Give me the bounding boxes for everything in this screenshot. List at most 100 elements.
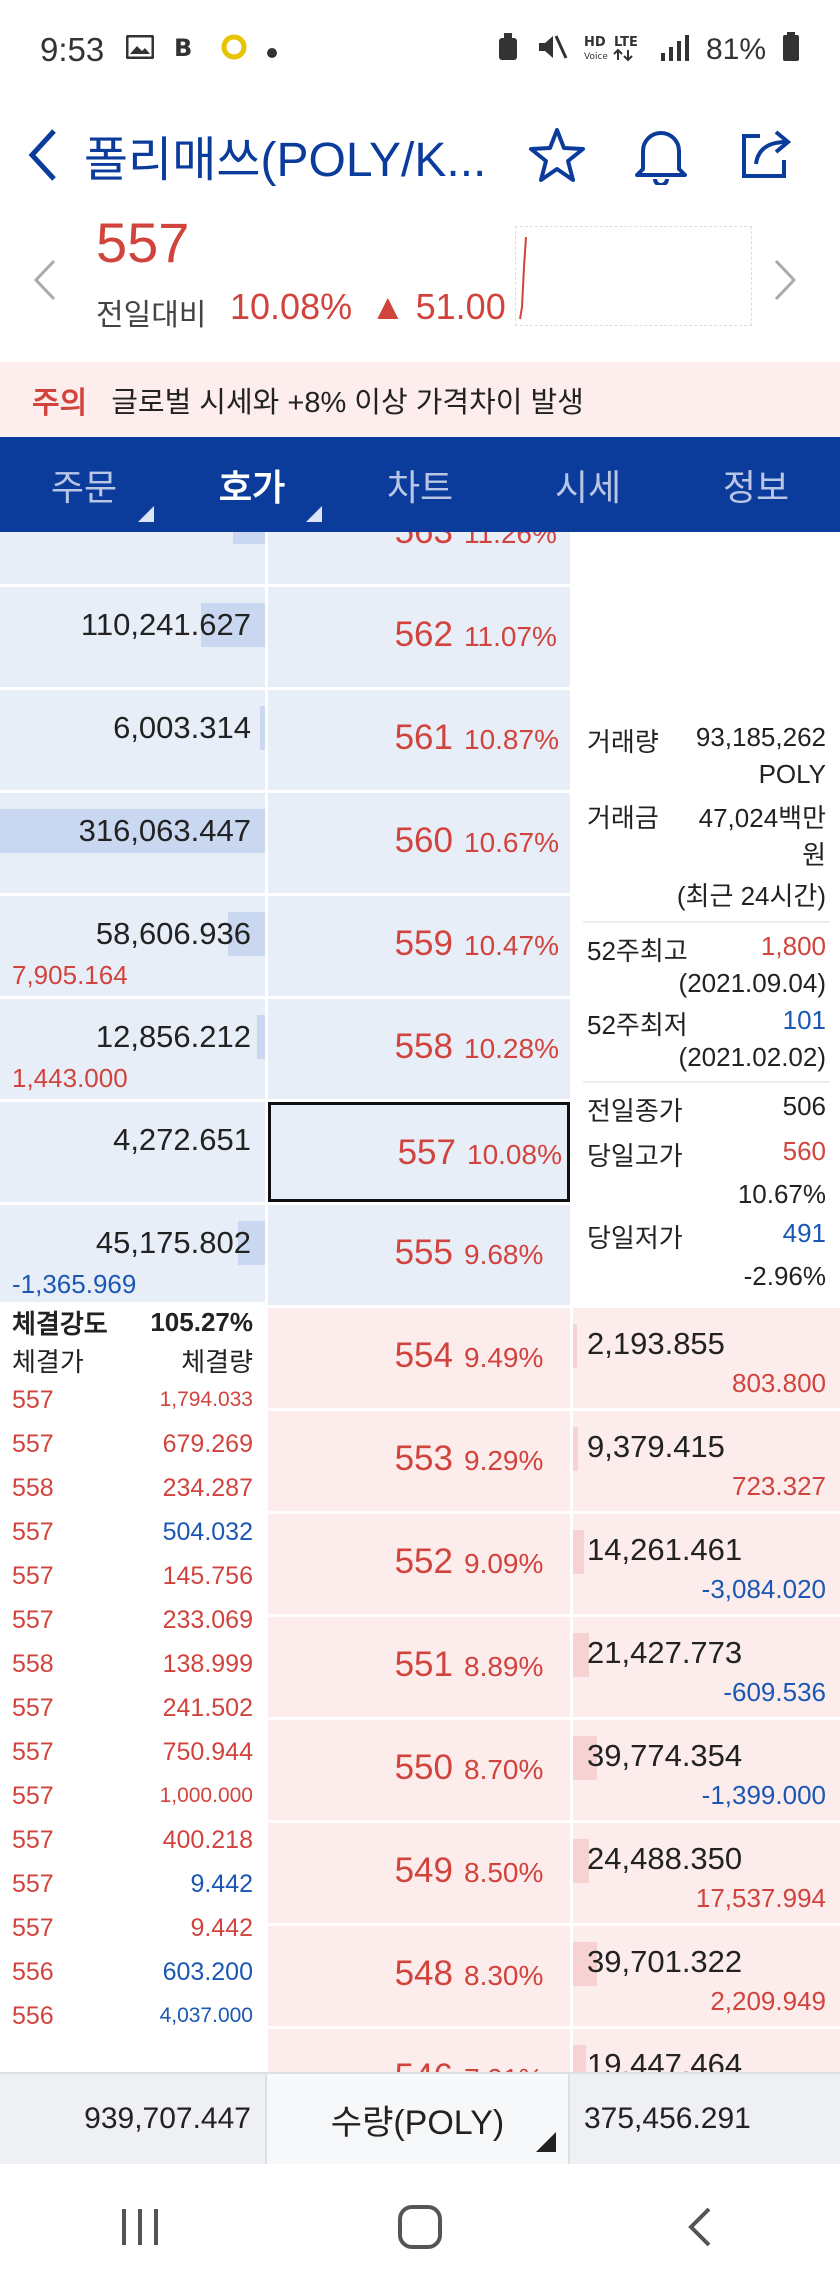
ask-price: 555 (394, 1233, 453, 1272)
ask-price-cell[interactable]: 563 11.26% (268, 532, 570, 584)
ask-volume-cell[interactable]: 316,063.447 (0, 793, 265, 893)
bid-row[interactable]: 553 9.29% 9,379.415 723.327 (0, 1411, 840, 1514)
bid-price-cell[interactable]: 546 7.91% (268, 2029, 570, 2072)
trade-row: 557 400.218 (0, 1818, 265, 1862)
next-coin-button[interactable] (770, 255, 810, 315)
dropdown-triangle-icon (536, 2132, 556, 2152)
trade-row: 558 138.999 (0, 1642, 265, 1686)
bid-row[interactable]: 554 9.49% 2,193.855 803.800 (0, 1308, 840, 1411)
order-book[interactable]: 563 11.26% 110,241.627 562 11.07% 6,003.314 56… (0, 532, 840, 2072)
tab-orderbook[interactable]: 호가 (168, 437, 336, 532)
bid-volume-cell[interactable]: 14,261.461 -3,084.020 (573, 1514, 840, 1614)
bid-volume-cell[interactable]: 9,379.415 723.327 (573, 1411, 840, 1511)
bid-row[interactable]: 550 8.70% 39,774.354 -1,399.000 (0, 1720, 840, 1823)
trade-price: 557 (12, 1429, 54, 1458)
current-price-cell[interactable]: 557 10.08% (268, 1102, 570, 1202)
bid-price: 546 (268, 2057, 453, 2072)
ask-price-cell[interactable]: 555 9.68% (268, 1205, 570, 1305)
back-button[interactable] (0, 100, 84, 210)
favorite-button[interactable] (522, 120, 592, 190)
trade-qty-header: 체결량 (181, 1346, 253, 1377)
bid-row[interactable]: 548 8.30% 39,701.322 2,209.949 (0, 1926, 840, 2029)
bid-row[interactable]: 546 7.91% 19,447.464 (0, 2029, 840, 2072)
ask-row[interactable]: 110,241.627 562 11.07% (0, 587, 840, 690)
bid-price-cell[interactable]: 551 8.89% (268, 1617, 570, 1717)
bid-price-cell[interactable]: 549 8.50% (268, 1823, 570, 1923)
tab-chart[interactable]: 차트 (386, 466, 454, 508)
day-low-label: 당일저가 (587, 1223, 683, 1253)
current-price: 557 (96, 211, 190, 274)
high52-value: 1,800 (760, 931, 826, 961)
trade-row: 557 504.032 (0, 1510, 265, 1554)
bid-price-cell[interactable]: 548 8.30% (268, 1926, 570, 2026)
bid-row[interactable]: 549 8.50% 24,488.350 17,537.994 (0, 1823, 840, 1926)
ask-price: 558 (394, 1027, 453, 1066)
ask-row[interactable]: 58,606.936 7,905.164 559 10.47% (0, 896, 840, 999)
ask-volume-cell[interactable]: 12,856.212 1,443.000 (0, 999, 265, 1099)
bid-price-cell[interactable]: 554 9.49% (268, 1308, 570, 1408)
alarm-icon (496, 32, 520, 69)
recents-icon (122, 2208, 158, 2245)
bid-volume-cell[interactable]: 39,701.322 2,209.949 (573, 1926, 840, 2026)
ask-price-cell[interactable]: 559 10.47% (268, 896, 570, 996)
day-high-rate: 10.67% (737, 1179, 826, 1209)
ask-price-cell[interactable]: 558 10.28% (268, 999, 570, 1099)
ask-price-cell[interactable]: 561 10.87% (268, 690, 570, 790)
status-bar: 9:53 B HD Voice LTE 81% (0, 0, 840, 100)
bid-volume: 21,427.773 (587, 1635, 743, 1670)
ask-row[interactable]: 563 11.26% (0, 532, 840, 587)
warning-banner[interactable]: 주의 글로벌 시세와 +8% 이상 가격차이 발생 (0, 362, 840, 437)
bid-volume-change: 803.800 (732, 1368, 826, 1398)
share-button[interactable] (730, 120, 800, 190)
ask-volume-cell[interactable]: 110,241.627 (0, 587, 265, 687)
recents-button[interactable] (80, 2187, 200, 2267)
bid-volume-cell[interactable]: 24,488.350 17,537.994 (573, 1823, 840, 1923)
trade-row: 557 9.442 (0, 1862, 265, 1906)
ask-volume-cell[interactable] (0, 532, 265, 584)
bid-row[interactable]: 551 8.89% 21,427.773 -609.536 (0, 1617, 840, 1720)
bid-volume-cell[interactable]: 21,427.773 -609.536 (573, 1617, 840, 1717)
ask-price: 561 (394, 718, 453, 757)
bid-volume: 39,774.354 (587, 1738, 743, 1773)
ask-row[interactable]: 316,063.447 560 10.67% (0, 793, 840, 896)
trade-price: 557 (12, 1693, 54, 1722)
mini-chart[interactable] (515, 226, 752, 326)
trade-row: 556 4,037.000 (0, 1994, 265, 2038)
bid-price-cell[interactable]: 552 9.09% (268, 1514, 570, 1614)
ask-volume-cell[interactable]: 4,272.651 (0, 1102, 265, 1202)
trade-qty: 750.944 (162, 1737, 253, 1766)
ask-price-cell[interactable]: 560 10.67% (268, 793, 570, 893)
bid-price: 554 (394, 1336, 453, 1375)
bid-volume-cell[interactable]: 2,193.855 803.800 (573, 1308, 840, 1408)
bid-volume-cell[interactable]: 39,774.354 -1,399.000 (573, 1720, 840, 1820)
ask-volume-cell[interactable]: 45,175.802 -1,365.969 (0, 1205, 265, 1305)
trade-qty: 504.032 (162, 1517, 253, 1546)
ask-row[interactable]: 45,175.802 -1,365.969 555 9.68% (0, 1205, 840, 1308)
ask-row[interactable]: 12,856.212 1,443.000 558 10.28% (0, 999, 840, 1102)
alert-button[interactable] (626, 120, 696, 190)
prev-coin-button[interactable] (30, 255, 70, 315)
tab-market[interactable]: 시세 (554, 466, 622, 508)
bid-price-cell[interactable]: 550 8.70% (268, 1720, 570, 1820)
ask-volume: 6,003.314 (113, 710, 251, 745)
chevron-left-icon (33, 259, 56, 301)
bid-volume-cell[interactable]: 19,447.464 (573, 2029, 840, 2072)
trade-qty: 233.069 (162, 1605, 253, 1634)
ask-row[interactable]: 4,272.651 557 10.08% (0, 1102, 840, 1205)
ask-row[interactable]: 6,003.314 561 10.87% (0, 690, 840, 793)
tab-info[interactable]: 정보 (722, 466, 790, 508)
ask-volume-bar (238, 1221, 265, 1265)
unit-selector[interactable]: 수량(POLY) (265, 2074, 570, 2164)
volume-label: 거래량 (587, 727, 659, 757)
home-button[interactable] (360, 2187, 480, 2267)
ask-volume-cell[interactable]: 6,003.314 (0, 690, 265, 790)
ask-price-cell[interactable]: 562 11.07% (268, 587, 570, 687)
bid-row[interactable]: 552 9.09% 14,261.461 -3,084.020 (0, 1514, 840, 1617)
bid-price-cell[interactable]: 553 9.29% (268, 1411, 570, 1511)
bell-icon (635, 131, 687, 185)
trade-price: 557 (12, 1561, 54, 1590)
system-back-button[interactable] (640, 2187, 760, 2267)
bid-volume-bar (573, 1530, 584, 1574)
ask-volume-cell[interactable]: 58,606.936 7,905.164 (0, 896, 265, 996)
tab-order[interactable]: 주문 (0, 437, 168, 532)
